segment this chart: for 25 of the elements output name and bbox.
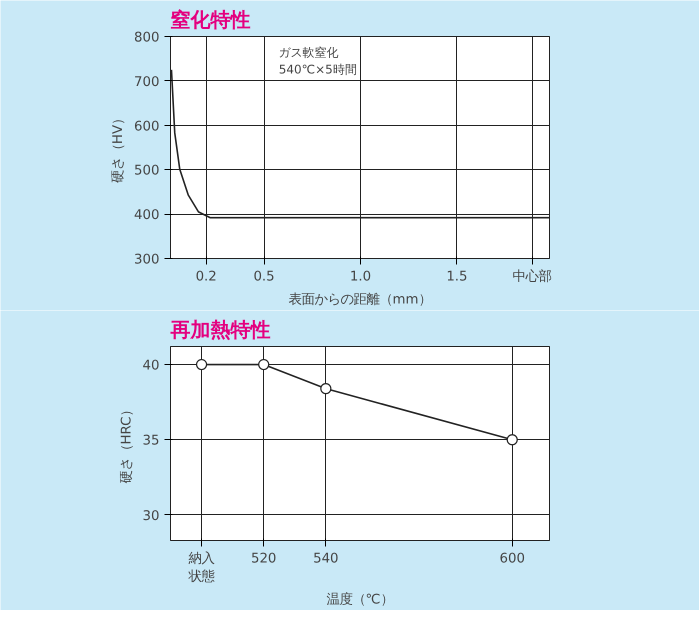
y-axis-title: 硬さ（HRC）: [120, 404, 135, 484]
x-tick-label: 1.0: [350, 270, 372, 284]
y-tick-label: 300: [134, 252, 160, 268]
x-tick-label: 600: [500, 552, 525, 566]
x-tick-label: 納入状態: [188, 552, 215, 584]
x-tick-label: 中心部: [512, 268, 552, 284]
annotation: ガス軟窒化 540℃×5時間: [278, 46, 357, 76]
y-tick-label: 600: [134, 119, 160, 134]
x-tick-label: 540: [313, 552, 339, 566]
chart-title: 再加熱特性: [170, 318, 270, 342]
x-tick-label: 0.5: [253, 270, 275, 284]
x-tick-label: 520: [250, 552, 276, 566]
y-tick-label: 500: [134, 164, 160, 179]
chart-title: 窒化特性: [170, 8, 250, 32]
y-tick-label: 400: [134, 208, 160, 224]
x-tick-label: 0.2: [196, 270, 217, 284]
y-tick-label: 800: [134, 30, 160, 46]
y-tick-label: 40: [142, 358, 160, 374]
y-tick-label: 700: [134, 74, 160, 90]
y-tick-label: 35: [142, 434, 160, 449]
x-axis-title: 表面からの距離（mm）: [288, 292, 432, 308]
x-tick-label: 1.5: [446, 270, 468, 284]
y-axis-title: 硬さ（HV）: [111, 112, 126, 184]
x-axis-title: 温度（℃）: [326, 592, 394, 608]
y-tick-label: 30: [142, 508, 160, 524]
